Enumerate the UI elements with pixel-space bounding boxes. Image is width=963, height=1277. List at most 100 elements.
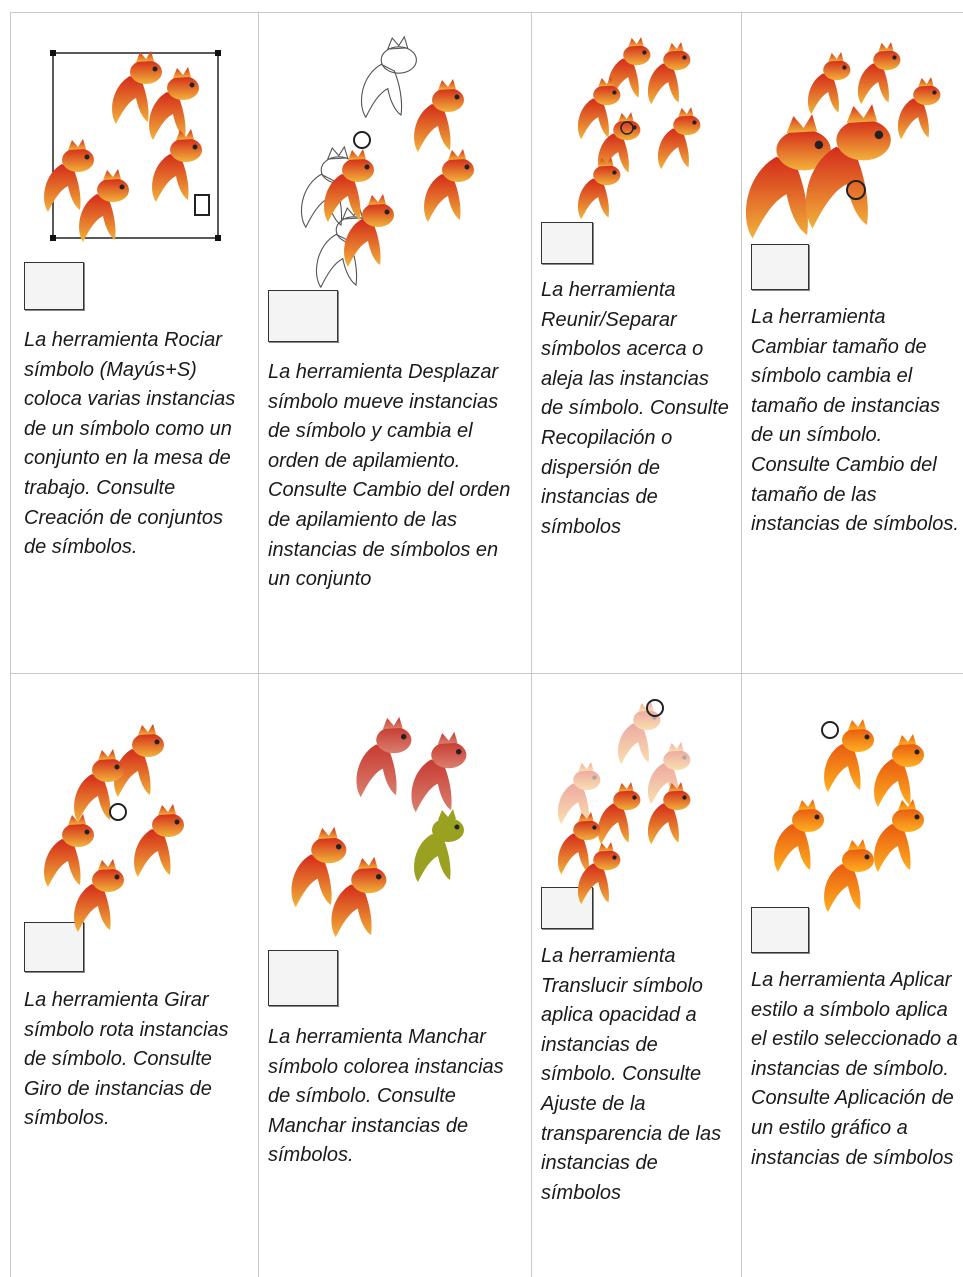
fish-body (311, 836, 347, 864)
fish-tail (805, 146, 868, 229)
fish-tail (44, 839, 81, 887)
goldfish (356, 716, 412, 798)
fish-tail (824, 744, 861, 792)
fish-body (613, 119, 641, 141)
fish-body (613, 789, 641, 811)
fish-fin (68, 139, 86, 150)
col-divider (10, 12, 11, 1277)
fish-body (431, 741, 467, 769)
selection-handle (50, 235, 56, 241)
fish-body (573, 769, 601, 791)
fish-body (432, 818, 464, 842)
fish-body (776, 129, 831, 171)
goldfish (344, 194, 394, 267)
fish-tail (291, 854, 332, 908)
selection-handle (50, 50, 56, 56)
fish-eye (592, 825, 597, 830)
fish-eye (364, 164, 370, 170)
row-divider (10, 673, 963, 674)
fish-tail (897, 98, 929, 140)
fish-eye (592, 775, 597, 780)
fish-eye (612, 90, 617, 95)
tool-icon (541, 222, 593, 264)
fish-fin (326, 145, 349, 160)
fish-tail (647, 763, 679, 805)
fish-body (842, 848, 874, 872)
fish-fin (578, 762, 594, 772)
fish-tail (331, 884, 372, 938)
fish-eye (632, 795, 637, 800)
goldfish (577, 77, 621, 140)
fish-fin (918, 77, 934, 87)
tool-icon (24, 262, 84, 310)
fish-fin (598, 157, 614, 167)
fish-body (132, 733, 164, 757)
fish-fin (848, 719, 866, 730)
fish-body (380, 46, 417, 74)
fish-fin (382, 716, 403, 729)
fish-eye (682, 755, 687, 760)
fish-eye (642, 50, 647, 55)
fish-tail (74, 884, 111, 932)
fish-body (362, 203, 394, 227)
fish-fin (798, 799, 816, 810)
fish-body (92, 758, 124, 782)
goldfish (324, 149, 374, 222)
fish-eye (692, 120, 697, 125)
fish-fin (898, 799, 916, 810)
fish-tail (577, 178, 609, 220)
goldfish (647, 782, 691, 845)
fish-eye (814, 814, 820, 820)
fish-body (892, 808, 924, 832)
fish-eye (464, 164, 470, 170)
fish-tail (411, 759, 452, 813)
fish-fin (828, 52, 844, 62)
goldfish (291, 826, 347, 908)
fish-tail (874, 759, 911, 807)
fish-tail (414, 104, 451, 152)
fish-fin (438, 79, 456, 90)
fish-eye (189, 82, 195, 88)
fish-fin (638, 702, 654, 712)
fish-fin (628, 37, 644, 47)
fish-eye (914, 749, 920, 755)
fish-fin (158, 804, 176, 815)
tool-glyph (353, 131, 371, 149)
fish-fin (317, 826, 338, 839)
fish-tail (360, 63, 403, 119)
tool-icon (24, 922, 84, 972)
fish-fin (898, 734, 916, 745)
goldfish (774, 799, 824, 872)
fish-body (152, 813, 184, 837)
fish-tail (597, 803, 629, 845)
goldfish (577, 842, 621, 905)
fish-fin (848, 839, 866, 850)
fish-body (673, 114, 701, 136)
fish-eye (114, 764, 120, 770)
fish-body (663, 49, 691, 71)
fish-eye (154, 739, 160, 745)
fish-body (593, 164, 621, 186)
fish-eye (375, 873, 382, 880)
fish-fin (357, 856, 378, 869)
goldfish (874, 734, 924, 807)
fish-eye (914, 814, 920, 820)
fish-eye (84, 154, 90, 160)
fish-tail (424, 174, 461, 222)
fish-eye (335, 843, 342, 850)
fish-eye (612, 855, 617, 860)
fish-body (913, 84, 941, 106)
goldfish (414, 79, 464, 152)
goldfish (807, 52, 851, 115)
fish-fin (448, 149, 466, 160)
fish-fin (668, 42, 684, 52)
goldfish (745, 114, 831, 239)
fish-body (623, 44, 651, 66)
fish-eye (174, 819, 180, 825)
tool-glyph (109, 803, 127, 821)
fish-fin (668, 742, 684, 752)
fish-body (92, 868, 124, 892)
goldfish (149, 67, 199, 140)
goldfish (647, 42, 691, 105)
